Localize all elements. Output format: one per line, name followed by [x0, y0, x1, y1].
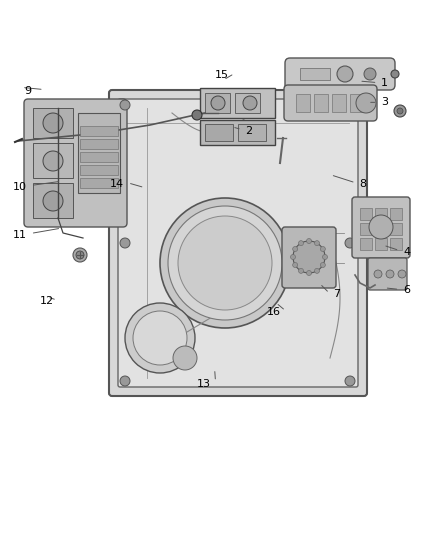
- Bar: [390, 208, 402, 220]
- FancyBboxPatch shape: [109, 90, 367, 396]
- Circle shape: [307, 271, 311, 276]
- Bar: [80, 165, 118, 175]
- Circle shape: [43, 113, 63, 133]
- Text: 10: 10: [13, 182, 27, 191]
- Text: 4: 4: [403, 247, 410, 256]
- Bar: [80, 178, 118, 188]
- Bar: [390, 238, 402, 250]
- Circle shape: [398, 270, 406, 278]
- Circle shape: [394, 105, 406, 117]
- Circle shape: [160, 198, 290, 328]
- Bar: [390, 223, 402, 235]
- Circle shape: [397, 108, 403, 114]
- Bar: [375, 238, 387, 250]
- Bar: [238, 124, 266, 141]
- FancyBboxPatch shape: [24, 99, 127, 227]
- Bar: [300, 68, 330, 80]
- FancyBboxPatch shape: [282, 227, 336, 288]
- Circle shape: [133, 311, 187, 365]
- Bar: [205, 124, 233, 141]
- Bar: [360, 238, 372, 250]
- Text: 7: 7: [333, 289, 340, 299]
- Bar: [296, 94, 310, 112]
- Bar: [314, 94, 328, 112]
- Text: 3: 3: [381, 98, 388, 107]
- Text: 9: 9: [24, 86, 31, 95]
- Circle shape: [322, 254, 328, 260]
- Bar: [375, 208, 387, 220]
- Bar: [78, 113, 120, 193]
- Bar: [33, 183, 73, 218]
- Circle shape: [356, 93, 376, 113]
- Bar: [332, 94, 346, 112]
- FancyBboxPatch shape: [284, 85, 377, 121]
- Circle shape: [369, 215, 393, 239]
- Circle shape: [73, 248, 87, 262]
- Circle shape: [43, 191, 63, 211]
- Bar: [360, 208, 372, 220]
- Bar: [235, 93, 260, 113]
- FancyBboxPatch shape: [368, 258, 407, 290]
- Circle shape: [173, 346, 197, 370]
- Circle shape: [307, 238, 311, 244]
- Circle shape: [374, 270, 382, 278]
- FancyBboxPatch shape: [285, 58, 395, 90]
- Bar: [80, 152, 118, 162]
- Circle shape: [120, 100, 130, 110]
- Circle shape: [293, 241, 325, 273]
- Circle shape: [386, 270, 394, 278]
- Circle shape: [125, 303, 195, 373]
- Circle shape: [290, 254, 296, 260]
- Circle shape: [391, 70, 399, 78]
- Text: 11: 11: [13, 230, 27, 239]
- Bar: [200, 88, 275, 118]
- Bar: [33, 143, 73, 178]
- FancyBboxPatch shape: [118, 99, 358, 387]
- Circle shape: [243, 96, 257, 110]
- Bar: [80, 139, 118, 149]
- Text: 14: 14: [110, 179, 124, 189]
- Bar: [200, 120, 275, 145]
- Bar: [360, 223, 372, 235]
- Circle shape: [314, 268, 319, 273]
- Circle shape: [299, 268, 304, 273]
- Circle shape: [345, 238, 355, 248]
- Bar: [205, 93, 230, 113]
- Bar: [80, 126, 118, 136]
- Circle shape: [293, 262, 298, 268]
- Circle shape: [364, 68, 376, 80]
- Circle shape: [168, 206, 282, 320]
- Circle shape: [192, 110, 202, 120]
- Circle shape: [345, 376, 355, 386]
- Circle shape: [120, 376, 130, 386]
- Text: 1: 1: [381, 78, 388, 87]
- Text: 16: 16: [267, 307, 281, 317]
- Circle shape: [178, 216, 272, 310]
- Text: 13: 13: [197, 379, 211, 389]
- Circle shape: [320, 246, 325, 252]
- Text: 15: 15: [215, 70, 229, 79]
- Circle shape: [337, 66, 353, 82]
- Text: 2: 2: [245, 126, 252, 135]
- Circle shape: [211, 96, 225, 110]
- Text: 12: 12: [39, 296, 53, 306]
- Circle shape: [320, 262, 325, 268]
- Bar: [375, 223, 387, 235]
- Circle shape: [43, 151, 63, 171]
- Text: 6: 6: [403, 286, 410, 295]
- Circle shape: [120, 238, 130, 248]
- Circle shape: [293, 246, 298, 252]
- Circle shape: [345, 100, 355, 110]
- Bar: [33, 108, 73, 138]
- Text: 8: 8: [359, 179, 366, 189]
- FancyBboxPatch shape: [352, 197, 410, 258]
- Circle shape: [299, 240, 304, 246]
- Bar: [350, 94, 364, 112]
- Circle shape: [314, 240, 319, 246]
- Circle shape: [76, 251, 84, 259]
